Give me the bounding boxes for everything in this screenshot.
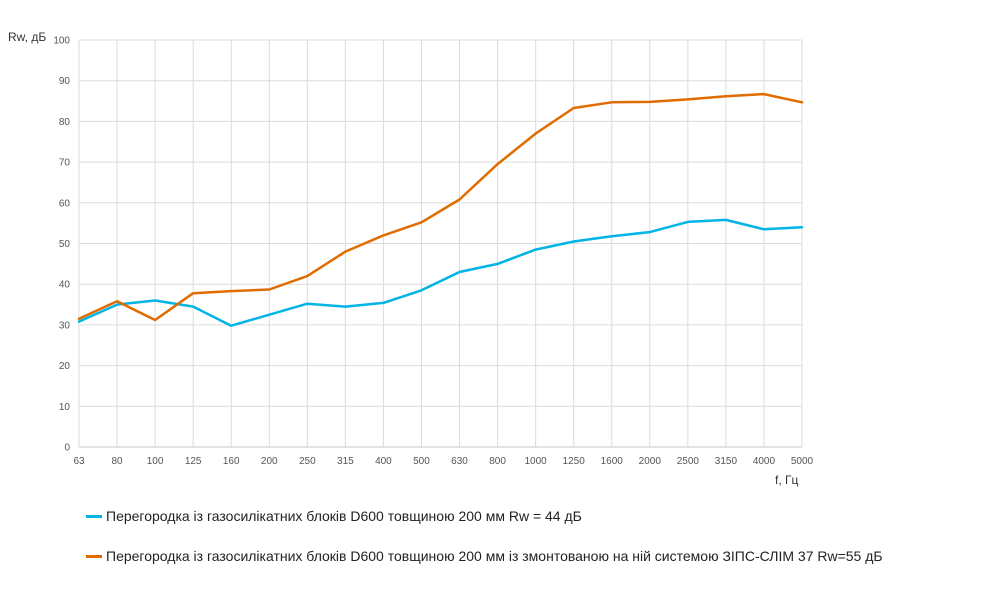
- y-tick-label: 80: [59, 117, 71, 128]
- x-tick-label: 1000: [525, 456, 548, 467]
- x-tick-label: 200: [261, 456, 278, 467]
- x-tick-label: 125: [185, 456, 202, 467]
- y-tick-label: 0: [64, 443, 70, 454]
- y-tick-label: 60: [59, 198, 71, 209]
- x-tick-label: 160: [223, 456, 240, 467]
- y-tick-label: 90: [59, 76, 71, 87]
- y-tick-label: 10: [59, 402, 71, 413]
- legend-swatch-blue: [86, 514, 102, 518]
- x-tick-label: 4000: [753, 456, 776, 467]
- x-tick-label: 2500: [677, 456, 700, 467]
- y-tick-labels: 0 10 20 30 40 50 60 70 80 90 100: [53, 36, 70, 454]
- x-tick-label: 400: [375, 456, 392, 467]
- legend-swatch-orange: [86, 554, 102, 558]
- x-axis-label: f, Гц: [775, 473, 799, 487]
- legend-item-2: Перегородка із газосилікатних блоків D60…: [86, 548, 883, 564]
- y-tick-label: 70: [59, 158, 71, 169]
- y-tick-label: 20: [59, 361, 71, 372]
- y-tick-label: 50: [59, 239, 71, 250]
- x-tick-label: 63: [73, 456, 85, 467]
- x-tick-label: 630: [451, 456, 468, 467]
- x-tick-label: 250: [299, 456, 316, 467]
- x-tick-label: 1250: [563, 456, 586, 467]
- series-line-1: [77, 218, 804, 327]
- x-tick-label: 315: [337, 456, 354, 467]
- x-tick-label: 100: [147, 456, 164, 467]
- legend-item-1: Перегородка із газосилікатних блоків D60…: [86, 508, 582, 524]
- line-chart: 0 10 20 30 40 50 60 70 80 90 100 63 80 100 125 160 200 2…: [8, 30, 814, 487]
- x-tick-label: 80: [111, 456, 123, 467]
- grid-lines: [78, 39, 803, 448]
- x-tick-label: 1600: [601, 456, 624, 467]
- y-tick-label: 40: [59, 280, 71, 291]
- x-tick-label: 3150: [715, 456, 738, 467]
- y-tick-label: 100: [53, 36, 70, 47]
- series-line-2: [77, 92, 804, 322]
- series-lines: [77, 92, 804, 327]
- x-tick-labels: 63 80 100 125 160 200 250 315 400 500 630 800 1000 12…: [73, 456, 813, 467]
- legend-label-2: Перегородка із газосилікатних блоків D60…: [106, 548, 883, 564]
- y-tick-label: 30: [59, 320, 71, 331]
- x-tick-label: 500: [413, 456, 430, 467]
- legend-label-1: Перегородка із газосилікатних блоків D60…: [106, 508, 582, 524]
- x-tick-label: 5000: [791, 456, 814, 467]
- x-tick-label: 2000: [639, 456, 662, 467]
- y-axis-label: Rw, дБ: [8, 30, 46, 44]
- x-tick-label: 800: [489, 456, 506, 467]
